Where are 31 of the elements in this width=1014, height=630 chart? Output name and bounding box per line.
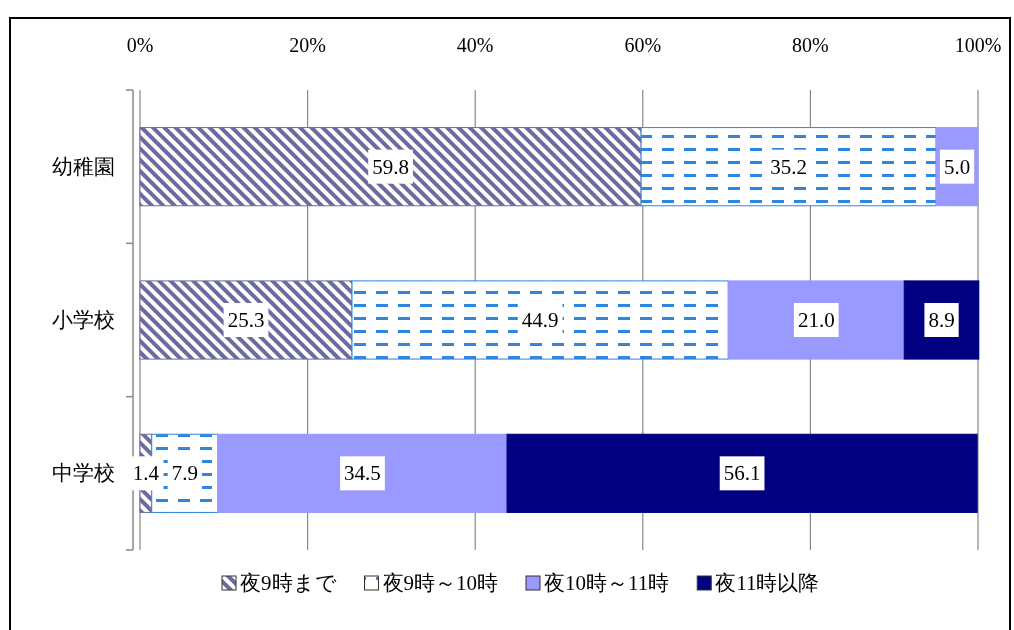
x-tick-label: 80%	[792, 34, 829, 56]
legend-label: 夜9時まで	[240, 571, 337, 595]
bar	[506, 433, 978, 513]
data-label: 25.3	[227, 308, 265, 332]
bar	[640, 127, 937, 207]
legend-label: 夜11時以降	[715, 571, 820, 595]
y-tick-label: 幼稚園	[52, 154, 115, 179]
data-label: 1.4	[132, 461, 160, 486]
legend-label: 夜10時～11時	[544, 571, 670, 595]
x-tick-label: 40%	[456, 34, 494, 56]
bar	[351, 280, 729, 360]
data-label: 59.8	[372, 154, 409, 179]
data-label: 56.1	[723, 461, 761, 486]
x-tick-label: 100%	[954, 34, 1002, 56]
data-label: 21.0	[797, 308, 835, 332]
bar	[217, 433, 508, 513]
data-label: 8.9	[928, 308, 955, 332]
x-tick-label: 20%	[289, 34, 326, 56]
data-label: 44.9	[521, 308, 559, 332]
bar	[139, 280, 353, 360]
bar	[727, 280, 905, 360]
data-label: 35.2	[770, 154, 807, 179]
x-tick-label: 60%	[624, 34, 662, 56]
data-label: 7.9	[171, 461, 198, 486]
bar	[139, 127, 642, 207]
y-tick-label: 中学校	[52, 461, 115, 486]
legend-label: 夜9時～10時	[382, 571, 498, 595]
data-label: 5.0	[943, 154, 971, 179]
data-label: 34.5	[344, 461, 381, 486]
y-tick-label: 小学校	[52, 308, 115, 332]
x-tick-label: 0%	[126, 34, 154, 56]
